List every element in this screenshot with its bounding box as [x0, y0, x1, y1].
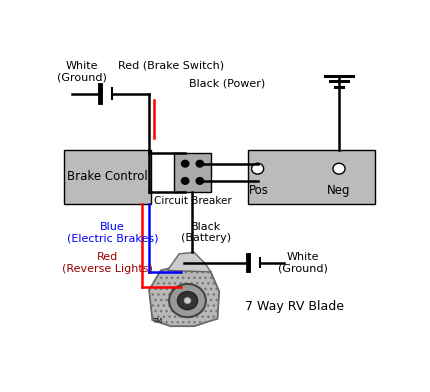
Text: Neg: Neg [326, 184, 350, 197]
Polygon shape [167, 252, 210, 272]
Text: White
(Ground): White (Ground) [57, 61, 107, 82]
FancyBboxPatch shape [247, 150, 374, 204]
Circle shape [251, 163, 263, 174]
Text: Black (Power): Black (Power) [189, 79, 265, 89]
Circle shape [181, 160, 188, 167]
FancyBboxPatch shape [64, 150, 150, 204]
Text: TM: TM [152, 318, 162, 324]
Circle shape [196, 160, 203, 167]
Text: Red
(Reverse Lights): Red (Reverse Lights) [62, 252, 152, 274]
Text: Blue
(Electric Brakes): Blue (Electric Brakes) [66, 222, 158, 243]
Text: Circuit Breaker: Circuit Breaker [153, 196, 231, 207]
Text: 7 Way RV Blade: 7 Way RV Blade [244, 300, 343, 313]
Text: White
(Ground): White (Ground) [277, 252, 327, 274]
FancyBboxPatch shape [174, 153, 210, 192]
Polygon shape [149, 264, 219, 326]
Text: Brake Control: Brake Control [67, 171, 147, 183]
Circle shape [184, 298, 190, 303]
Text: Red (Brake Switch): Red (Brake Switch) [117, 61, 223, 71]
Circle shape [169, 284, 206, 317]
Circle shape [196, 178, 203, 184]
Circle shape [332, 163, 344, 174]
Circle shape [181, 178, 188, 184]
Text: Pos: Pos [249, 184, 269, 197]
Circle shape [177, 292, 197, 310]
Text: Black
(Battery): Black (Battery) [180, 222, 230, 243]
